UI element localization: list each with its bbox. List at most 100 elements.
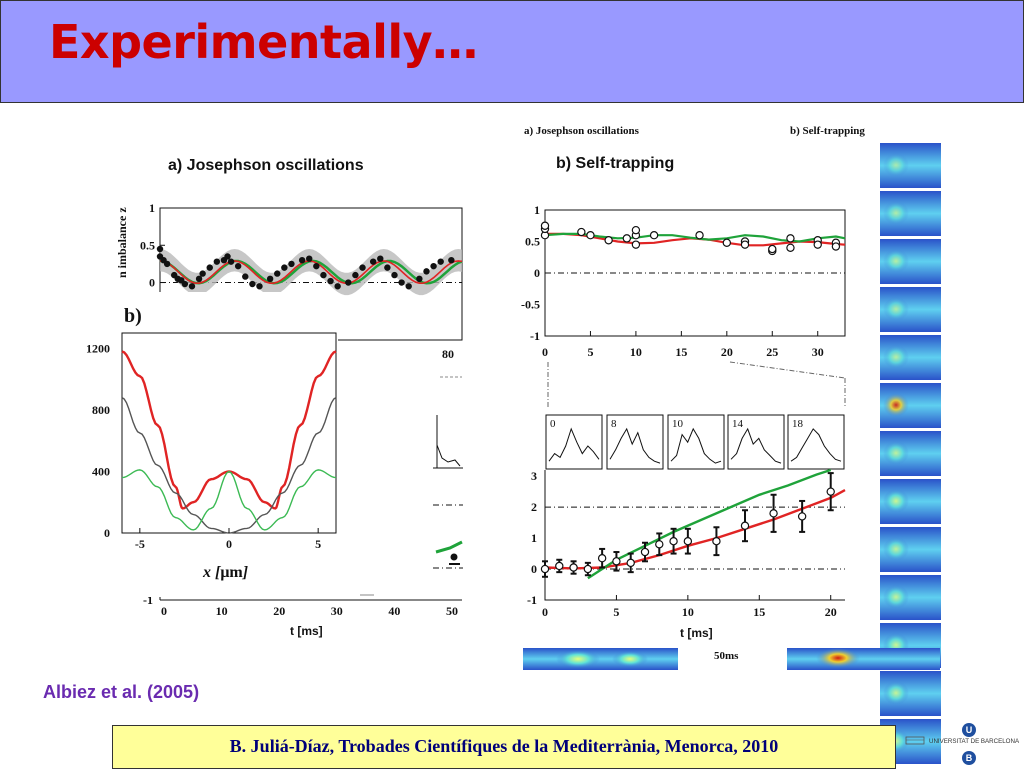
university-name: UNIVERSITAT DE BARCELONA — [929, 738, 1020, 745]
josephson-point — [298, 256, 306, 264]
absorption-spot — [883, 201, 909, 225]
selftrap-point — [722, 238, 732, 247]
josephson-point — [281, 264, 288, 271]
josephson-point — [320, 271, 327, 279]
selftrap-point — [577, 227, 586, 237]
title-bar: Experimentally… — [0, 0, 1024, 103]
bottom-left-xtick: 20 — [273, 604, 285, 618]
selftrap-point — [649, 230, 659, 240]
hidden-panel-fragments — [360, 376, 463, 596]
selftrap-point — [604, 236, 613, 245]
selftrap-point — [813, 240, 822, 249]
selftrap-xtick: 25 — [766, 345, 778, 359]
growth-ytick: 2 — [531, 500, 537, 514]
josephson-point — [416, 275, 423, 283]
growth-point — [712, 536, 721, 546]
josephson-point — [448, 256, 455, 264]
absorption-spot — [883, 489, 909, 513]
selftrap-plot: 10.50-0.5-10 5 10 15 20 25 30 — [521, 203, 846, 359]
josephson-point — [430, 262, 437, 270]
profile-trace — [548, 427, 600, 462]
growth-point — [826, 487, 835, 496]
josephson-point — [213, 258, 221, 265]
university-emblem-icon: U B — [962, 723, 976, 765]
selftrap-point — [695, 230, 704, 240]
growth-xtick: 10 — [682, 605, 694, 619]
profile-label: 14 — [732, 418, 744, 430]
josephson-xtick: 80 — [442, 347, 454, 361]
josephson-ytick: 0.5 — [140, 238, 155, 252]
profile-trace — [609, 427, 661, 464]
selftrap-xtick: 15 — [675, 345, 687, 359]
growth-point — [540, 564, 550, 574]
potential-ytick: 800 — [92, 403, 110, 417]
growth-point — [626, 558, 635, 568]
josephson-point — [313, 262, 320, 270]
growth-xtick: 20 — [825, 605, 837, 619]
josephson-plot: 1 0.5 0 80 — [140, 201, 463, 361]
potential-frame — [121, 332, 337, 534]
profile-frame — [667, 414, 725, 470]
university-logo: UNIVERSITAT DE BARCELONA U B — [903, 722, 1021, 766]
josephson-point — [156, 245, 164, 253]
selftrap-point — [622, 234, 632, 243]
growth-curve — [544, 489, 846, 570]
josephson-point — [249, 280, 256, 288]
josephson-point — [405, 283, 412, 290]
density-profiles: 0 8 10 14 18 — [545, 414, 845, 470]
time-label: 50ms — [714, 650, 739, 662]
footer-box: B. Juliá-Díaz, Trobades Científiques de … — [112, 725, 896, 769]
selftrap-ytick: 0 — [534, 266, 540, 280]
josephson-point — [199, 270, 206, 277]
selftrap-ytick: 1 — [534, 203, 540, 217]
absorption-spot — [883, 681, 909, 705]
growth-axes — [544, 470, 845, 601]
selftrap-point — [631, 240, 641, 249]
small-header-left: a) Josephson oscillations — [524, 125, 640, 137]
citation: Albiez et al. (2005) — [43, 682, 200, 702]
growth-point — [655, 540, 664, 549]
absorption-spot — [883, 441, 909, 465]
bottom-density-strips: 50ms — [523, 648, 940, 670]
josephson-point — [384, 264, 391, 271]
growth-point — [555, 561, 564, 571]
profile-label: 10 — [672, 418, 684, 430]
josephson-point — [242, 273, 249, 280]
growth-xtick: 15 — [753, 605, 765, 619]
josephson-point — [224, 253, 231, 260]
bottom-left-xtick: 40 — [388, 604, 400, 618]
josephson-point — [345, 279, 352, 286]
absorption-spot — [883, 585, 909, 609]
bottom-left-xlabel: t [ms] — [290, 624, 323, 638]
bottom-left-xtick: 50 — [446, 604, 458, 618]
josephson-point — [195, 275, 203, 283]
bottom-left-xtick: 10 — [216, 604, 228, 618]
zoom-guides — [547, 361, 846, 408]
bottom-left-xtick: 0 — [161, 604, 167, 618]
josephson-point — [256, 283, 263, 290]
selftrap-xtick: 0 — [542, 345, 548, 359]
absorption-spot — [883, 537, 909, 561]
growth-point — [583, 564, 593, 574]
josephson-point — [234, 262, 242, 270]
growth-point — [683, 536, 693, 546]
potential-xtick: -5 — [135, 537, 145, 551]
profile-trace — [670, 427, 722, 464]
growth-point — [612, 557, 621, 566]
selftrap-point — [786, 234, 795, 243]
absorption-image-strip — [880, 143, 941, 764]
selftrap-point — [831, 242, 841, 251]
footer-text: B. Juliá-Díaz, Trobades Científiques de … — [229, 736, 779, 756]
profile-trace — [790, 428, 842, 462]
josephson-point — [437, 258, 444, 265]
growth-point — [740, 521, 750, 530]
selftrap-title: b) Self-trapping — [556, 155, 674, 172]
josephson-ytick: 1 — [149, 201, 155, 215]
profile-frame — [545, 414, 603, 470]
selftrap-point — [540, 221, 550, 230]
potential-ytick: 400 — [92, 464, 110, 478]
potential-ytick: 0 — [104, 526, 110, 540]
josephson-ytick: 0 — [149, 276, 155, 290]
growth-curve — [587, 468, 832, 580]
